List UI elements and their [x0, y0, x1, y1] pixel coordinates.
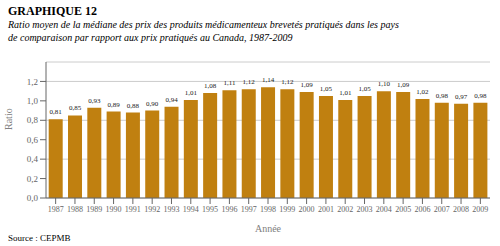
svg-text:1990: 1990 [106, 205, 122, 214]
html-text:de comparaison par rapport aux: de comparaison par rapport aux prix prat… [8, 32, 293, 43]
svg-text:2007: 2007 [434, 205, 450, 214]
svg-text:1992: 1992 [144, 205, 160, 214]
svg-text:2000: 2000 [299, 205, 315, 214]
svg-text:1989: 1989 [86, 205, 102, 214]
svg-text:2004: 2004 [376, 205, 392, 214]
svg-text:Année: Année [255, 223, 282, 232]
svg-text:0,6: 0,6 [27, 135, 39, 145]
svg-text:0,98: 0,98 [436, 92, 449, 100]
svg-text:0,93: 0,93 [88, 97, 101, 105]
svg-text:0,94: 0,94 [165, 96, 178, 104]
html-text:GRAPHIQUE 12: GRAPHIQUE 12 [8, 4, 97, 18]
svg-text:2005: 2005 [395, 205, 411, 214]
svg-text:1995: 1995 [202, 205, 218, 214]
svg-text:2002: 2002 [337, 205, 353, 214]
svg-text:1,02: 1,02 [416, 88, 429, 96]
svg-text:1,05: 1,05 [358, 85, 371, 93]
svg-text:0,97: 0,97 [455, 93, 468, 101]
svg-text:2008: 2008 [453, 205, 469, 214]
svg-text:1,08: 1,08 [204, 82, 217, 90]
svg-text:2003: 2003 [357, 205, 373, 214]
svg-text:Ratio: Ratio [8, 108, 14, 130]
svg-text:0,89: 0,89 [107, 101, 120, 109]
svg-text:1991: 1991 [125, 205, 141, 214]
svg-text:0,0: 0,0 [27, 193, 39, 203]
svg-text:1,12: 1,12 [243, 78, 256, 86]
svg-text:2009: 2009 [472, 205, 488, 214]
svg-text:1996: 1996 [221, 205, 237, 214]
svg-text:1,2: 1,2 [27, 77, 38, 87]
svg-text:2001: 2001 [318, 205, 334, 214]
svg-text:2006: 2006 [414, 205, 430, 214]
svg-text:1994: 1994 [183, 205, 199, 214]
svg-text:1988: 1988 [67, 205, 83, 214]
svg-text:0,81: 0,81 [50, 108, 63, 116]
svg-text:0,98: 0,98 [474, 92, 487, 100]
svg-text:0,85: 0,85 [69, 104, 82, 112]
svg-text:1997: 1997 [241, 205, 257, 214]
svg-text:1999: 1999 [279, 205, 295, 214]
svg-text:1,0: 1,0 [27, 96, 39, 106]
svg-text:1,01: 1,01 [339, 89, 352, 97]
svg-text:1,09: 1,09 [301, 81, 314, 89]
svg-text:1993: 1993 [163, 205, 179, 214]
svg-text:0,2: 0,2 [27, 174, 38, 184]
svg-text:0,4: 0,4 [27, 154, 39, 164]
svg-text:1,09: 1,09 [397, 81, 410, 89]
svg-text:0,88: 0,88 [127, 102, 140, 110]
svg-text:1,10: 1,10 [378, 80, 391, 88]
svg-text:1,11: 1,11 [223, 79, 235, 87]
svg-text:0,90: 0,90 [146, 100, 159, 108]
svg-text:1,12: 1,12 [281, 78, 294, 86]
svg-text:1998: 1998 [260, 205, 276, 214]
svg-text:0,8: 0,8 [27, 115, 39, 125]
svg-text:1987: 1987 [48, 205, 64, 214]
html-text:Source : CEPMB: Source : CEPMB [8, 233, 71, 243]
svg-text:1,01: 1,01 [185, 89, 198, 97]
svg-text:1,14: 1,14 [262, 76, 275, 84]
svg-text:1,05: 1,05 [320, 85, 333, 93]
html-text:Ratio moyen de la médiane des: Ratio moyen de la médiane des prix des p… [8, 19, 399, 30]
